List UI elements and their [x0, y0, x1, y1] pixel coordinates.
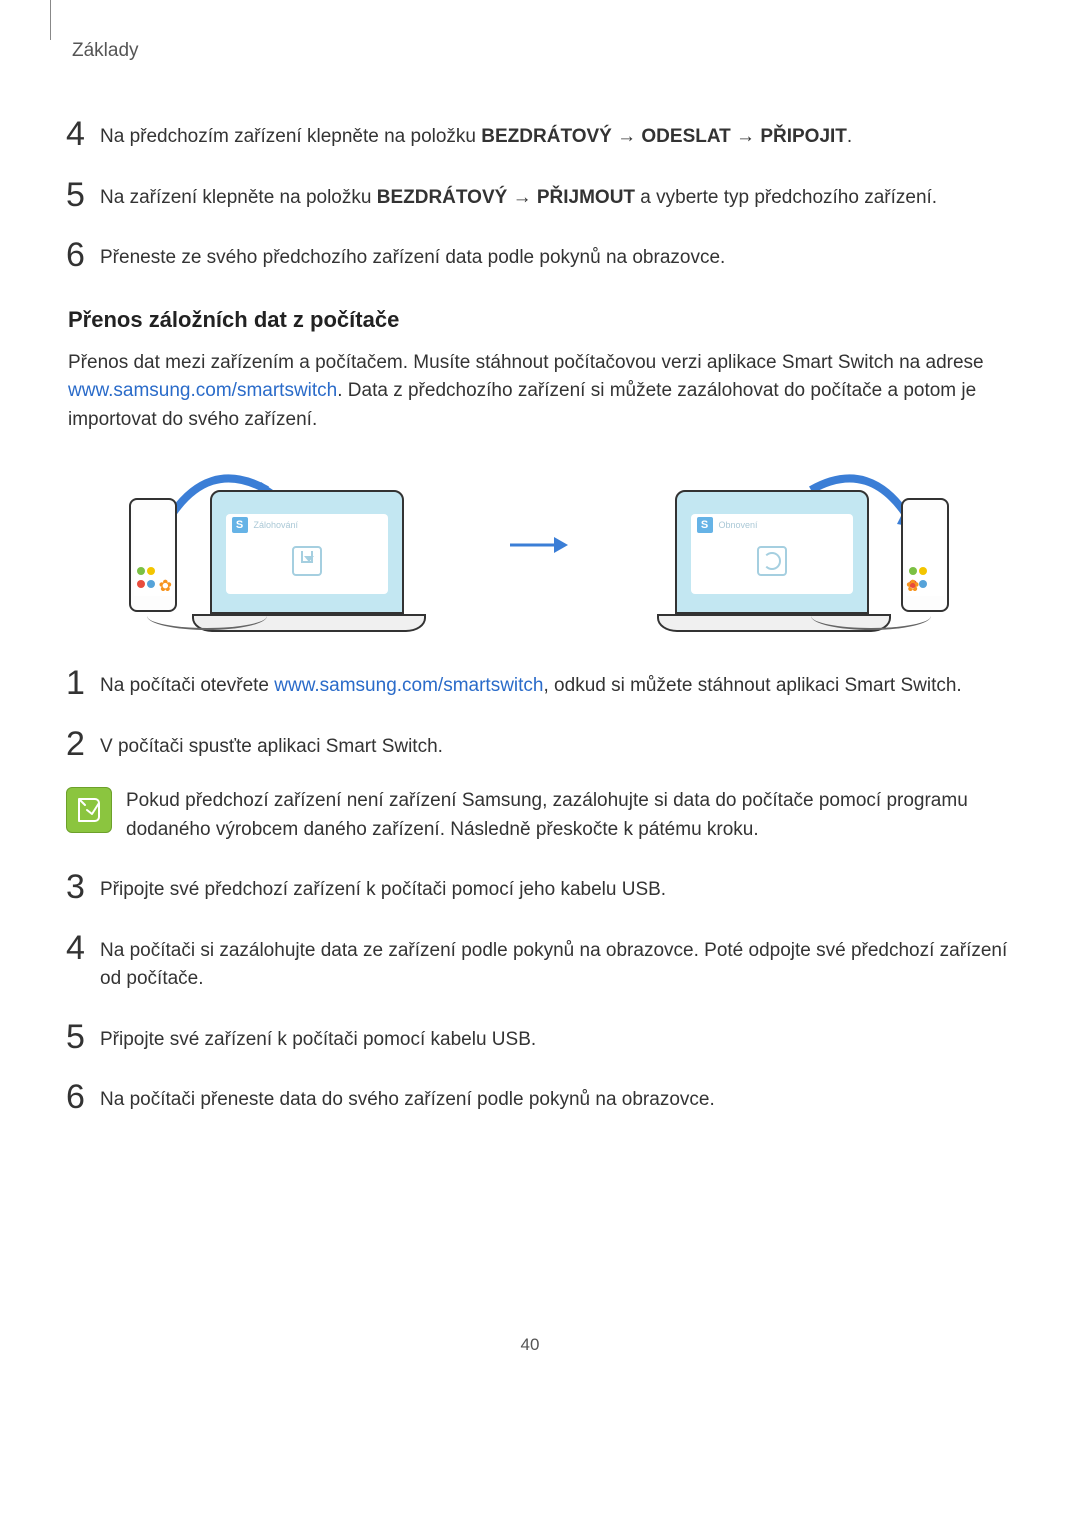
note-icon [66, 787, 112, 833]
step-number: 4 [66, 931, 100, 965]
step-number: 6 [66, 1080, 100, 1114]
step-c-6: 6 Na počítači přeneste data do svého zař… [66, 1080, 1010, 1115]
step-number: 3 [66, 870, 100, 904]
link-smartswitch[interactable]: www.samsung.com/smartswitch [274, 675, 543, 696]
step-number: 2 [66, 727, 100, 761]
note-block: Pokud předchozí zařízení není zařízení S… [66, 787, 1010, 844]
download-icon [292, 546, 322, 576]
link-smartswitch[interactable]: www.samsung.com/smartswitch [68, 380, 337, 401]
subsection-title: Přenos záložních dat z počítače [68, 307, 1010, 333]
breadcrumb: Základy [72, 40, 1010, 62]
step-text: V počítači spusťte aplikaci Smart Switch… [100, 727, 443, 762]
step-number: 1 [66, 666, 100, 700]
step-text: Na počítači otevřete www.samsung.com/sma… [100, 666, 962, 701]
step-c-5: 5 Připojte své zařízení k počítači pomoc… [66, 1020, 1010, 1055]
step-number: 4 [66, 117, 100, 151]
app-s-icon: S [232, 517, 248, 533]
step-number: 5 [66, 178, 100, 212]
step-text: Na předchozím zařízení klepněte na polož… [100, 117, 852, 152]
step-a-4: 4 Na předchozím zařízení klepněte na pol… [66, 117, 1010, 152]
page-number: 40 [50, 1335, 1010, 1355]
step-text: Přeneste ze svého předchozího zařízení d… [100, 238, 725, 273]
laptop-restore-icon: S Obnovení [657, 490, 887, 632]
arrow-right-icon [504, 534, 574, 561]
step-number: 6 [66, 238, 100, 272]
step-a-6: 6 Přeneste ze svého předchozího zařízení… [66, 238, 1010, 273]
step-text: Na počítači si zazálohujte data ze zaříz… [100, 931, 1010, 994]
step-text: Připojte své zařízení k počítači pomocí … [100, 1020, 536, 1055]
intro-paragraph: Přenos dat mezi zařízením a počítačem. M… [68, 349, 1000, 435]
step-b-2: 2 V počítači spusťte aplikaci Smart Swit… [66, 727, 1010, 762]
step-a-5: 5 Na zařízení klepněte na položku BEZDRÁ… [66, 178, 1010, 213]
header-rule [50, 0, 51, 40]
figure-right-panel: S Obnovení ✿ [594, 462, 949, 632]
step-b-1: 1 Na počítači otevřete www.samsung.com/s… [66, 666, 1010, 701]
page: Základy 4 Na předchozím zařízení klepnět… [0, 0, 1080, 1395]
restore-icon [757, 546, 787, 576]
step-text: Na počítači přeneste data do svého zaříz… [100, 1080, 715, 1115]
phone-target-icon: ✿ [901, 498, 949, 612]
app-s-icon: S [697, 517, 713, 533]
laptop-backup-icon: S Zálohování [192, 490, 422, 632]
figure-left-panel: ✿ S Zálohování [129, 462, 484, 632]
figure-transfer: ✿ S Zálohování [68, 462, 1010, 632]
step-text: Připojte své předchozí zařízení k počíta… [100, 870, 666, 905]
step-c-4: 4 Na počítači si zazálohujte data ze zař… [66, 931, 1010, 994]
step-c-3: 3 Připojte své předchozí zařízení k počí… [66, 870, 1010, 905]
step-text: Na zařízení klepněte na položku BEZDRÁTO… [100, 178, 937, 213]
note-text: Pokud předchozí zařízení není zařízení S… [126, 787, 1010, 844]
phone-source-icon: ✿ [129, 498, 177, 612]
step-number: 5 [66, 1020, 100, 1054]
